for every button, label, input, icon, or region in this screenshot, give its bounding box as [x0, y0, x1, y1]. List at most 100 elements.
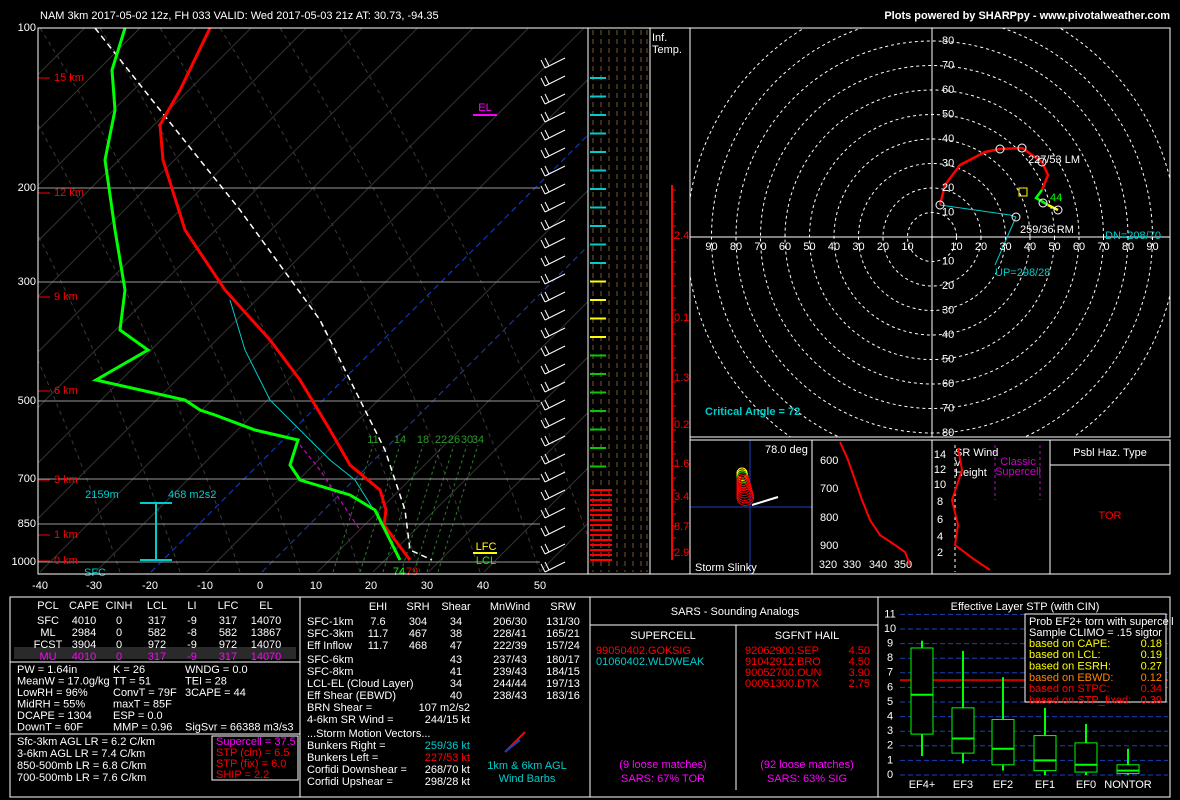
parcel-cell: 0 [116, 615, 122, 627]
inferred-value: 2.4 [674, 230, 689, 242]
stp-legend-value: 0.34 [1141, 683, 1162, 695]
wind-barb [544, 399, 550, 409]
srwind-y-label: 6 [937, 514, 943, 526]
inferred-value: 0.2 [674, 419, 689, 431]
thetae-x-label: 330 [843, 559, 861, 571]
wind-barb [540, 545, 546, 555]
kin-cell: 131/30 [546, 616, 580, 628]
parcel-cell: FCST [34, 639, 63, 651]
wind-barb [540, 527, 546, 537]
stp-y-label: 2 [887, 740, 893, 752]
isotherm [206, 189, 588, 573]
srwind-y-label: 2 [937, 547, 943, 559]
stp-y-label: 11 [884, 608, 895, 620]
kin-header: MnWind [490, 601, 530, 613]
motion-value: 268/70 kt [425, 764, 470, 776]
wind-barb [540, 473, 546, 483]
isotherm [38, 28, 529, 520]
stp-y-label: 7 [887, 667, 893, 679]
wind-barb [544, 219, 566, 231]
sars-match-class: WEAK [672, 656, 705, 668]
isotherm [38, 28, 474, 464]
kin-cell: 206/30 [493, 616, 527, 628]
wind-barb [544, 165, 566, 177]
isotherm [428, 411, 588, 573]
dewpoint-profile [91, 28, 402, 561]
mixing-label: 30 [461, 434, 473, 446]
sars-result: SARS: 63% SIG [767, 773, 847, 785]
motion-value: 259/36 kt [425, 740, 470, 752]
frame [1049, 439, 1171, 575]
kin-cell: 468 [409, 640, 427, 652]
srwind-title: v. [955, 457, 963, 469]
pressure-label: 1000 [12, 556, 36, 568]
pressure-label: 100 [18, 22, 36, 34]
lm-label: 227/53 LM [1028, 154, 1080, 166]
temp-label: 40 [477, 580, 489, 592]
inferred-title: Inf. [652, 32, 667, 44]
virtual-profile [299, 444, 361, 531]
index-value: PW = 1.64in [17, 664, 77, 676]
parcel-cell: 3904 [72, 639, 96, 651]
mixing-ratio-line [400, 444, 442, 573]
mean-wind [939, 204, 1017, 218]
motion-value: 298/28 kt [425, 776, 470, 788]
srwind-y-label: 4 [937, 531, 943, 543]
sars-match-class: SIG [672, 645, 691, 657]
wind-barb [540, 311, 546, 321]
srwind-title: SR Wind [955, 447, 998, 459]
wind-barb [544, 525, 566, 537]
inferred-value: 8.7 [674, 521, 689, 533]
stp-legend-title: Sample CLIMO = .15 sigtor [1029, 627, 1162, 639]
panel-frame [877, 596, 1171, 798]
wind-barb [540, 113, 546, 123]
stp-legend-value: 0.12 [1141, 672, 1162, 684]
parcel-cell: -9 [187, 639, 197, 651]
pressure-label: 850 [18, 518, 36, 530]
stp-category: EF0 [1076, 779, 1096, 791]
wind-barb [540, 419, 546, 429]
motion-label: Corfidi Downshear = [307, 764, 407, 776]
mixing-ratio-line [413, 444, 455, 573]
wind-barb [544, 507, 566, 519]
index-value: MMP = 0.96 [113, 721, 172, 733]
kin-value: 107 m2/s2 [419, 702, 470, 714]
kin-cell: 183/16 [546, 690, 580, 702]
kin-header: Shear [441, 601, 471, 613]
wind-barb [544, 237, 550, 247]
mixing-ratio-line [437, 444, 479, 573]
wind-barb [544, 57, 550, 67]
sars-header: SUPERCELL [630, 630, 695, 642]
upshear-vector [994, 216, 1017, 266]
wind-barb [544, 273, 550, 283]
parcel-header: LI [187, 600, 196, 612]
inferred-value: 1.6 [674, 458, 689, 470]
stp-y-label: 0 [887, 769, 893, 781]
isotherm [39, 28, 585, 573]
wind-barb [540, 383, 546, 393]
parcel-cell: 4010 [72, 615, 96, 627]
eff-srh: 468 m2s2 [168, 489, 216, 501]
wind-barb [544, 525, 550, 535]
stp-y-label: 6 [887, 681, 893, 693]
mixing-ratio-line [359, 444, 401, 573]
height-label: 1 km [54, 529, 78, 541]
sars-result: SARS: 67% TOR [621, 773, 705, 785]
wind-barb [544, 327, 550, 337]
hodo-trace [938, 146, 1050, 206]
wind-barb [544, 75, 550, 85]
stp-legend-label: based on LCL: [1029, 649, 1101, 661]
sfc-dewpoint: 74 [393, 566, 405, 578]
isotherm [38, 28, 252, 242]
hodo-label: 10 [901, 241, 913, 253]
sars-title: SARS - Sounding Analogs [671, 606, 800, 618]
index-value: K = 26 [113, 664, 145, 676]
lapse-rate: 700-500mb LR = 7.6 C/km [17, 772, 146, 784]
parcel-cell: 972 [148, 639, 166, 651]
srwind-y-label: 14 [934, 449, 946, 461]
hodo-label: 20 [975, 241, 987, 253]
parcel-cell: SFC [37, 615, 59, 627]
lcl-label: LCL [476, 555, 496, 567]
wind-barb [540, 221, 546, 231]
